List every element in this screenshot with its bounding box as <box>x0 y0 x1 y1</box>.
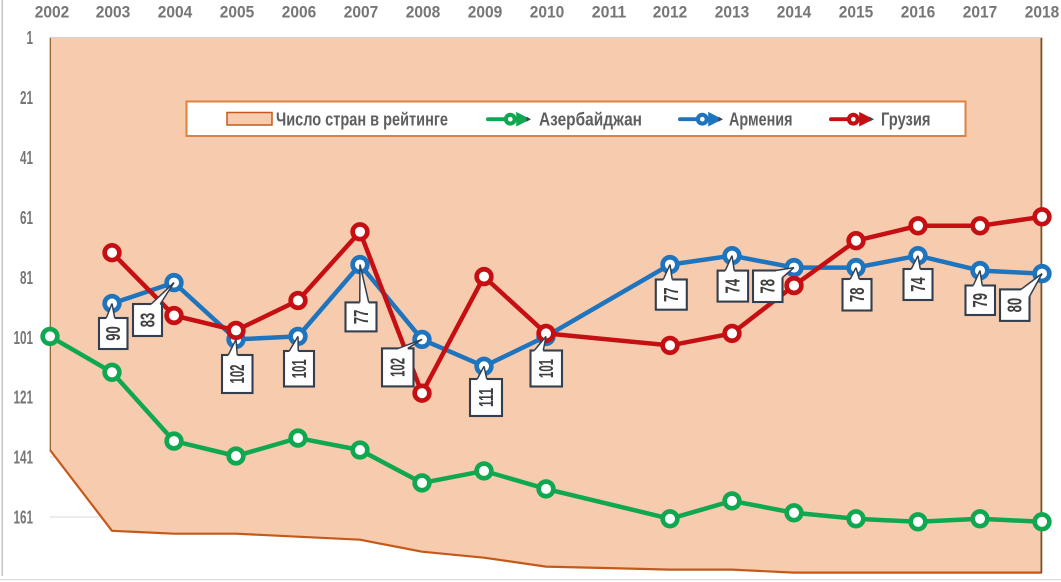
svg-text:2015: 2015 <box>839 3 874 22</box>
svg-text:21: 21 <box>20 88 33 108</box>
svg-text:2011: 2011 <box>592 3 627 22</box>
svg-text:Азербайджан: Азербайджан <box>539 110 642 130</box>
svg-text:1: 1 <box>27 28 34 48</box>
svg-text:2006: 2006 <box>282 3 317 22</box>
svg-text:2018: 2018 <box>1025 3 1060 22</box>
svg-text:Число стран в рейтинге: Число стран в рейтинге <box>276 110 448 130</box>
svg-text:41: 41 <box>20 148 33 168</box>
svg-text:141: 141 <box>14 448 34 468</box>
svg-text:101: 101 <box>289 359 311 378</box>
svg-text:2012: 2012 <box>653 3 688 22</box>
svg-text:2016: 2016 <box>901 3 936 22</box>
svg-text:Грузия: Грузия <box>881 110 931 130</box>
svg-text:80: 80 <box>1005 298 1027 313</box>
svg-text:102: 102 <box>388 358 410 377</box>
svg-text:2013: 2013 <box>715 3 750 22</box>
svg-text:111: 111 <box>476 388 498 407</box>
svg-text:Армения: Армения <box>729 110 793 130</box>
svg-text:90: 90 <box>103 326 125 341</box>
svg-text:2002: 2002 <box>35 3 70 22</box>
svg-text:2004: 2004 <box>158 3 193 22</box>
svg-text:2010: 2010 <box>530 3 565 22</box>
svg-text:74: 74 <box>723 278 745 293</box>
svg-text:79: 79 <box>970 293 992 308</box>
svg-text:81: 81 <box>20 268 33 288</box>
svg-text:101: 101 <box>14 328 34 348</box>
svg-text:78: 78 <box>847 288 869 303</box>
svg-text:2007: 2007 <box>344 3 379 22</box>
svg-text:77: 77 <box>351 310 373 325</box>
svg-text:102: 102 <box>227 365 249 384</box>
svg-text:2009: 2009 <box>468 3 503 22</box>
svg-text:101: 101 <box>536 359 558 378</box>
svg-text:2003: 2003 <box>96 3 131 22</box>
svg-text:83: 83 <box>137 313 159 328</box>
svg-text:78: 78 <box>758 279 780 294</box>
svg-text:74: 74 <box>908 277 930 292</box>
svg-text:2017: 2017 <box>963 3 998 22</box>
svg-text:2008: 2008 <box>406 3 441 22</box>
svg-text:2014: 2014 <box>777 3 812 22</box>
svg-text:77: 77 <box>661 287 683 302</box>
svg-text:2005: 2005 <box>220 3 255 22</box>
svg-text:161: 161 <box>14 508 34 528</box>
svg-text:121: 121 <box>14 388 34 408</box>
svg-text:61: 61 <box>20 208 33 228</box>
